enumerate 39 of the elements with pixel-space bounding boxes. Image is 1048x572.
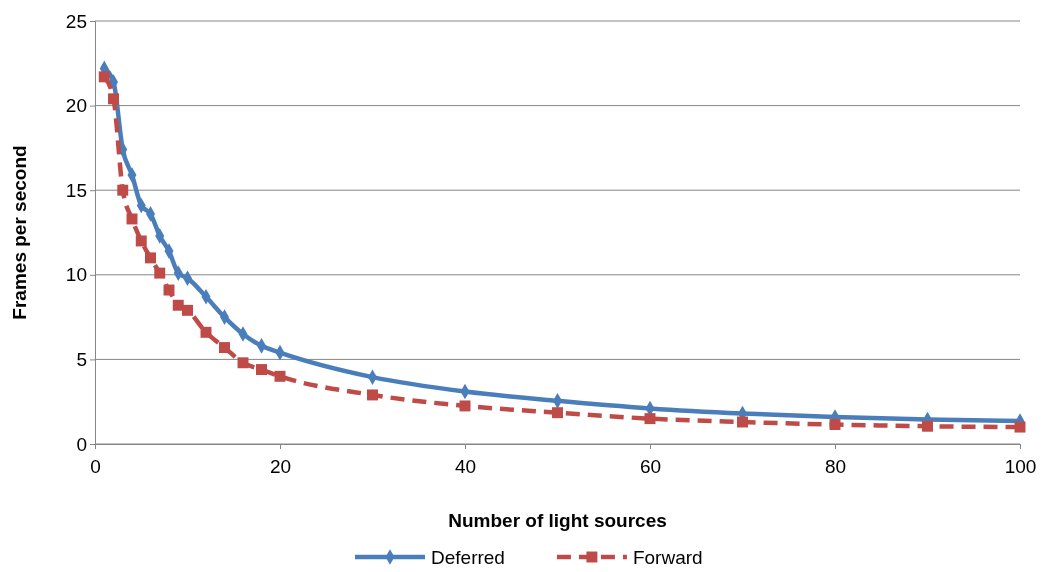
y-axis-title: Frames per second <box>9 145 30 320</box>
point <box>200 326 212 338</box>
y-tick-label: 15 <box>65 179 87 201</box>
x-axis-title: Number of light sources <box>448 510 667 531</box>
legend-label: Deferred <box>431 547 505 568</box>
point <box>237 357 249 369</box>
point <box>182 304 193 316</box>
point <box>117 184 129 196</box>
y-tick-label: 10 <box>65 264 87 286</box>
x-tick-label: 40 <box>454 455 477 477</box>
x-tick-label: 20 <box>269 455 292 477</box>
x-tick-label: 100 <box>1004 455 1037 477</box>
point <box>737 416 748 428</box>
y-tick-label: 25 <box>65 10 87 32</box>
x-tick-label: 0 <box>90 455 101 477</box>
point <box>256 364 267 376</box>
point <box>644 413 656 425</box>
point <box>172 299 184 311</box>
point <box>98 71 110 83</box>
point <box>135 235 147 247</box>
x-tick-label: 60 <box>639 455 662 477</box>
point <box>1014 421 1026 433</box>
y-tick-label: 20 <box>65 95 87 117</box>
x-tick-label: 80 <box>824 455 847 477</box>
point <box>219 342 230 354</box>
point <box>829 419 841 431</box>
legend-label: Forward <box>632 547 703 568</box>
point <box>154 267 166 279</box>
y-tick-label: 0 <box>76 433 87 455</box>
point <box>145 252 156 264</box>
point <box>459 400 471 412</box>
point <box>922 420 933 432</box>
point <box>126 213 138 225</box>
point <box>108 93 119 105</box>
point <box>274 370 286 382</box>
point <box>552 407 563 419</box>
y-tick-label: 5 <box>76 348 87 370</box>
point <box>367 389 378 401</box>
point <box>163 284 175 296</box>
